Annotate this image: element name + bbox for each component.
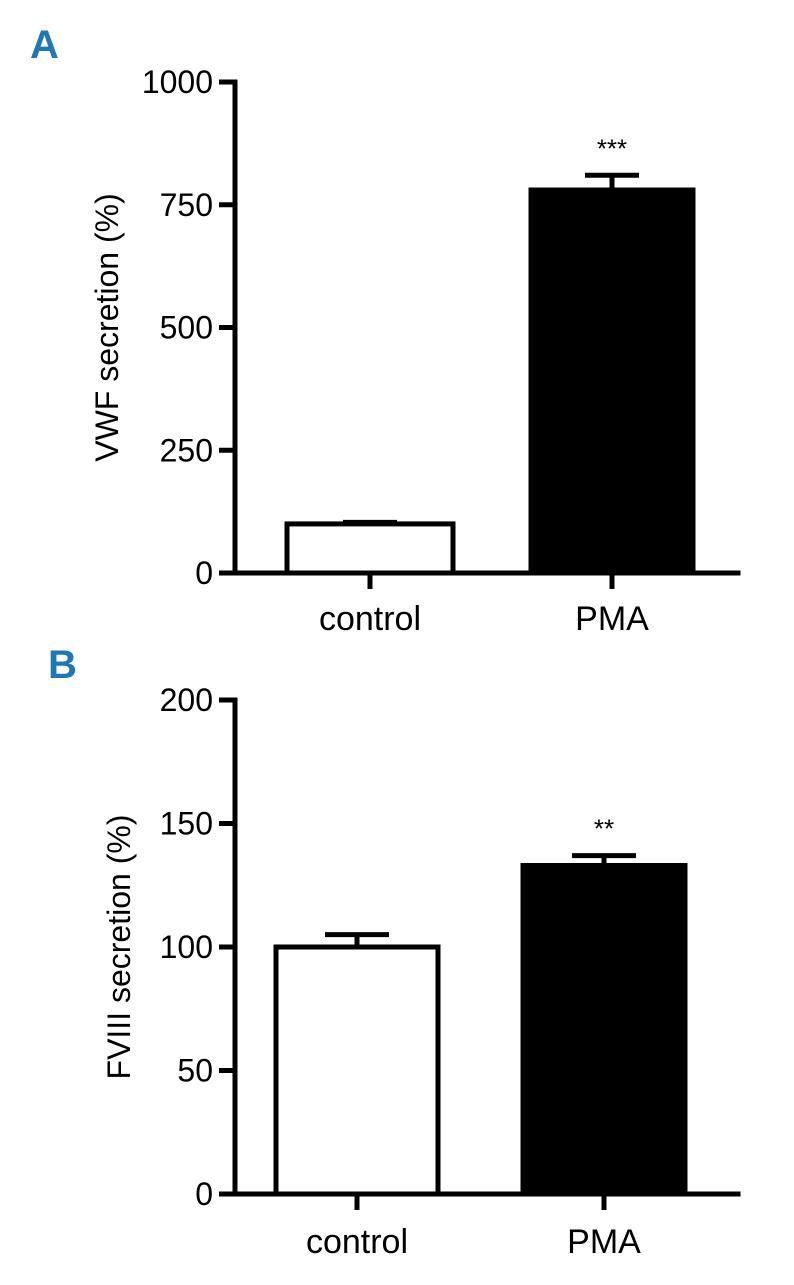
panel-b-x-label-control: control [306,1223,408,1261]
panel-a-x-label-control: control [319,600,421,638]
panel-b-x-label-pma: PMA [567,1223,641,1261]
panel-b-significance-pma: ** [594,814,614,844]
panel-a-bar-pma [528,187,696,576]
panel-a-y-tick-label: 1000 [142,64,213,100]
panel-b-letter: B [48,643,77,687]
panel-a-y-tick-label: 750 [160,187,213,223]
panel-a-y-axis-title: VWF secretion (%) [89,193,125,461]
panel-b-y-axis-title: FVIII secretion (%) [101,815,137,1080]
panel-a-significance-pma: *** [597,133,627,163]
panel-a-letter: A [30,23,59,67]
panel-a-y-tick-label: 500 [160,310,213,346]
panel-b-y-tick-label: 0 [195,1176,213,1212]
panel-a-bar-control [284,521,456,576]
panel-b-y-tick-label: 50 [177,1053,213,1089]
panel-a-x-label-pma: PMA [575,600,649,638]
panel-b-bar-pma [520,862,688,1197]
panel-b-y-tick-label: 150 [160,806,213,842]
panel-b-bar-control [273,944,441,1197]
panel-b-y-tick-label: 200 [160,682,213,718]
panel-a-y-tick-label: 250 [160,432,213,468]
panel-b-y-tick-label: 100 [160,929,213,965]
panel-a-y-tick-label: 0 [195,555,213,591]
